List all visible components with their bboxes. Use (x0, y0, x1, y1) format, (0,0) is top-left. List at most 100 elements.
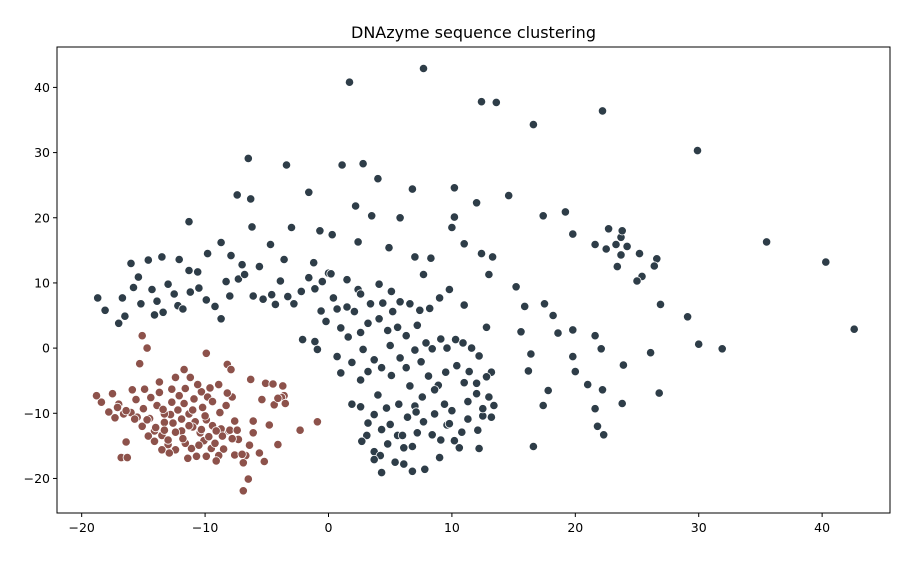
data-point (423, 371, 434, 381)
data-point (173, 405, 183, 415)
data-point (444, 419, 454, 429)
data-point (246, 194, 256, 204)
data-point (336, 368, 346, 378)
data-point (169, 289, 179, 299)
data-point (568, 229, 578, 239)
data-point (196, 387, 206, 397)
data-point (216, 237, 226, 248)
data-point (358, 344, 368, 354)
x-tick-label: −20 (68, 520, 94, 535)
data-point (332, 351, 342, 362)
data-point (180, 383, 190, 394)
data-point (655, 299, 666, 309)
data-point (184, 217, 194, 227)
data-point (185, 372, 195, 382)
y-tick-label: 0 (42, 341, 50, 356)
data-point (474, 443, 484, 454)
data-point (247, 222, 257, 232)
data-point (163, 435, 173, 445)
data-point (416, 357, 426, 367)
data-point (476, 97, 487, 107)
y-tick-label: 30 (34, 145, 50, 160)
data-point (232, 190, 242, 200)
data-point (410, 345, 420, 355)
data-point (143, 431, 153, 441)
data-point (401, 363, 411, 373)
data-point (304, 273, 314, 283)
data-point (484, 392, 494, 402)
data-point (137, 421, 147, 431)
data-point (100, 305, 110, 315)
x-tick-label: 40 (814, 520, 830, 535)
y-tick-label: −20 (24, 471, 50, 486)
data-point (447, 406, 457, 416)
data-point (146, 392, 156, 403)
data-point (196, 424, 206, 435)
data-point (342, 302, 352, 312)
data-point (481, 372, 492, 382)
data-point (216, 314, 226, 324)
y-tick-label: 10 (34, 275, 50, 290)
data-point (310, 284, 320, 294)
data-point (399, 459, 409, 469)
data-point (205, 383, 215, 393)
data-point (520, 301, 530, 311)
data-point (157, 252, 167, 262)
data-point (381, 403, 392, 413)
data-point (257, 394, 267, 405)
data-point (523, 366, 534, 376)
data-point (417, 392, 427, 402)
data-point (516, 327, 526, 337)
data-point (286, 222, 297, 233)
data-point (316, 306, 326, 316)
data-point (273, 439, 283, 450)
data-point (464, 366, 474, 377)
data-point (170, 427, 181, 437)
data-point (349, 306, 359, 317)
data-point (214, 379, 224, 390)
data-point (248, 291, 258, 301)
data-point (337, 160, 347, 170)
data-point (538, 400, 548, 411)
data-point (538, 211, 548, 221)
x-tick-label: 30 (691, 520, 707, 535)
data-point (386, 370, 396, 381)
data-point (543, 385, 553, 396)
data-point (649, 261, 659, 271)
data-point (449, 183, 459, 193)
data-point (415, 305, 425, 315)
data-point (226, 251, 236, 261)
data-point (388, 306, 398, 317)
data-point (849, 324, 859, 334)
data-point (548, 310, 558, 321)
data-point (210, 301, 220, 311)
data-point (327, 230, 337, 240)
data-point (528, 120, 539, 130)
data-point (378, 298, 388, 308)
data-point (617, 226, 627, 236)
data-point (243, 474, 253, 484)
data-point (296, 286, 306, 296)
data-point (384, 243, 394, 253)
data-point (211, 426, 221, 436)
data-point (164, 448, 174, 458)
data-point (362, 430, 372, 440)
data-point (163, 279, 173, 289)
data-point (279, 254, 289, 265)
data-point (207, 396, 218, 407)
data-point (489, 400, 499, 411)
data-point (184, 265, 194, 276)
data-point (154, 377, 164, 387)
data-point (692, 146, 703, 156)
data-point (248, 428, 258, 438)
y-axis: −20 −10 0 10 20 30 40 (24, 80, 57, 486)
data-point (367, 211, 377, 221)
y-tick-label: 40 (34, 80, 50, 95)
data-point (112, 402, 123, 412)
data-point (412, 428, 422, 438)
data-point (221, 276, 231, 287)
data-point (278, 381, 288, 391)
data-point (179, 398, 189, 409)
data-point (183, 453, 193, 463)
